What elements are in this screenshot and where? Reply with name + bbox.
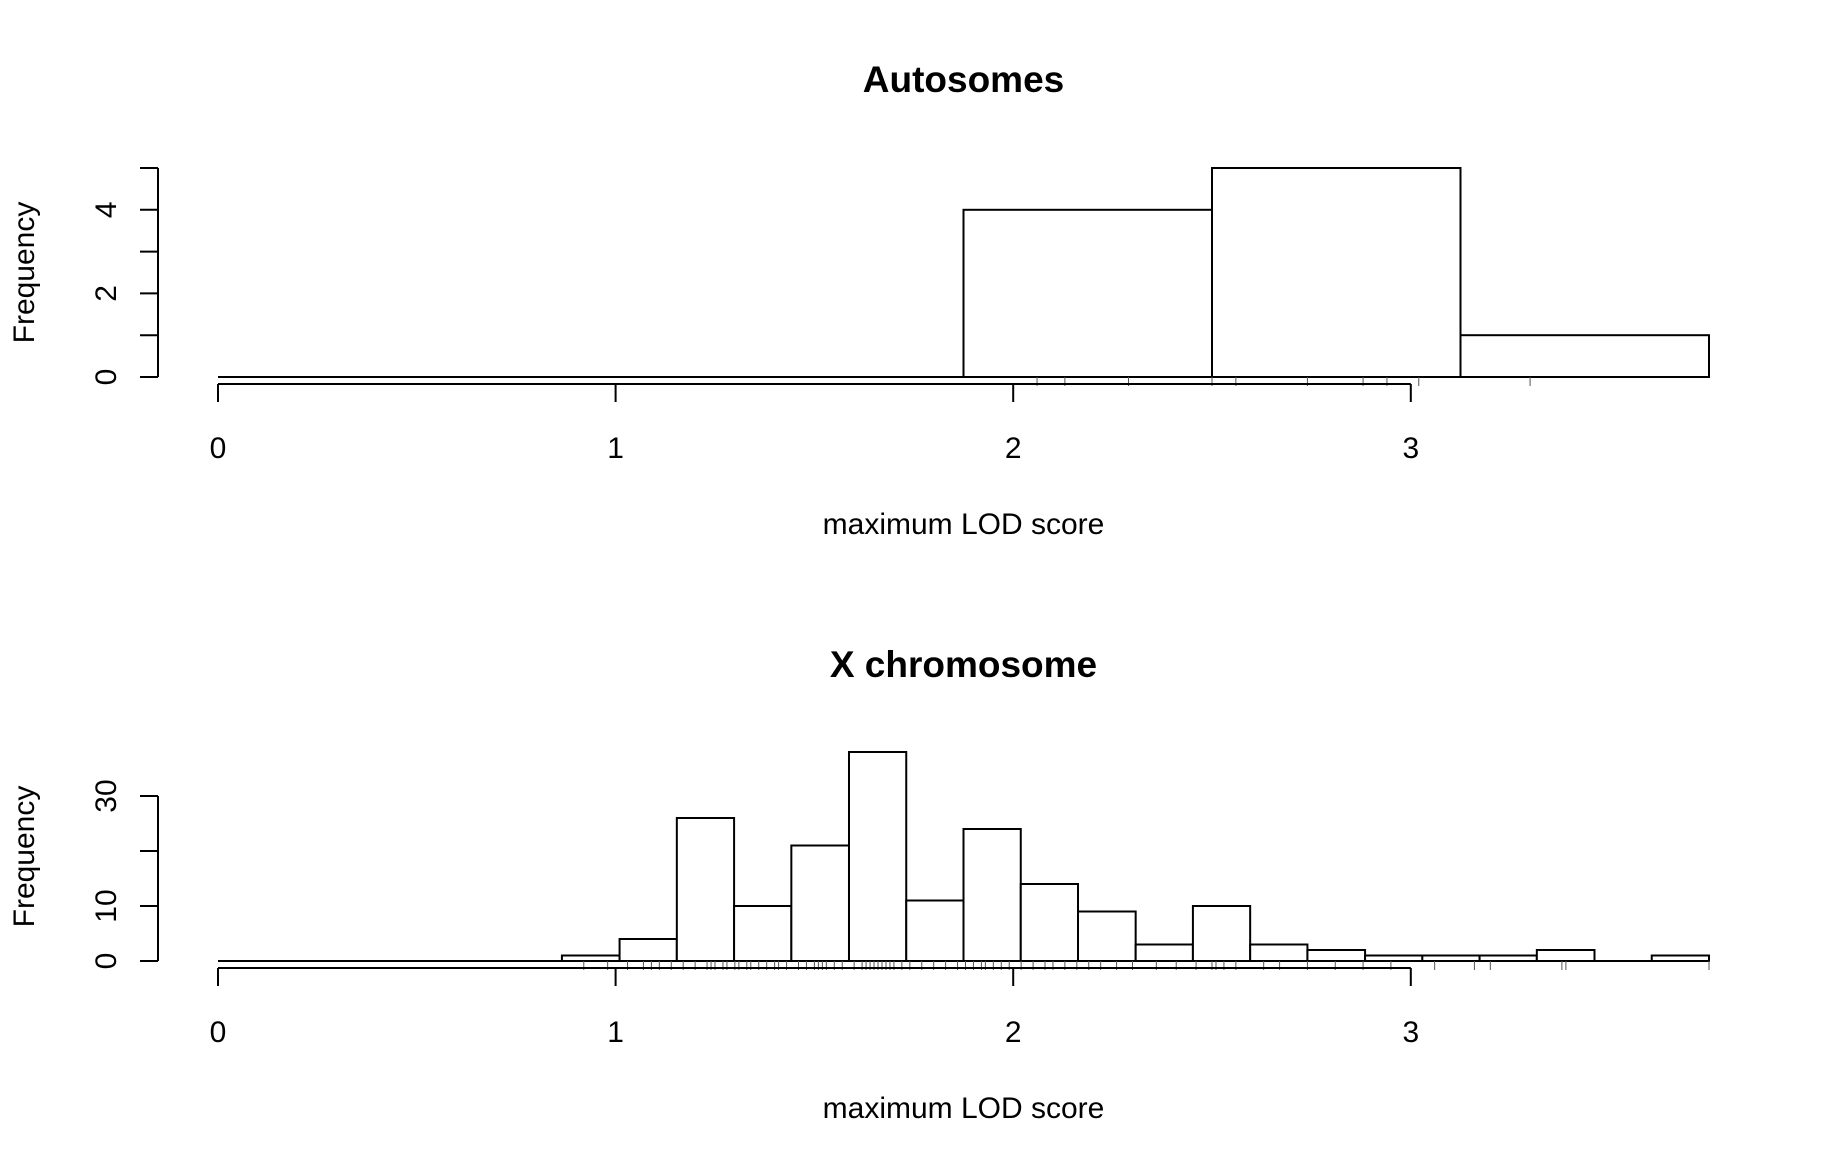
y-tick-label: 10 [90,889,123,922]
histogram-bar [790,844,850,962]
histogram-bar [962,208,1213,378]
x-tick-label: 1 [607,432,624,465]
x-axis-label: maximum LOD score [823,1092,1105,1125]
histogram-bar [962,828,1022,962]
x-tick-label: 3 [1402,432,1419,465]
y-tick-label: 2 [90,285,123,302]
histogram-bar [1134,943,1194,962]
y-tick-label: 0 [90,953,123,970]
x-tick-label: 2 [1005,432,1022,465]
histogram-bar [1077,910,1137,962]
histogram-bar [1249,943,1309,962]
chart-title: X chromosome [830,644,1097,685]
x-axis: 0 1 2 3 [210,383,1419,465]
histogram-bar [1421,954,1481,962]
y-tick-label: 30 [90,779,123,812]
histogram-bar [1191,905,1252,962]
x-tick-label: 2 [1005,1016,1022,1049]
histogram-bar [1306,949,1367,962]
y-tick-label: 0 [90,369,123,386]
histogram-bar [1535,949,1596,962]
x-tick-label: 0 [210,1016,227,1049]
y-axis-label: Frequency [8,786,41,928]
chart-title: Autosomes [863,59,1064,100]
histogram-bar [1019,883,1080,962]
histogram-bar [1211,167,1462,378]
y-tick-label: 4 [90,201,123,218]
x-axis: 0 1 2 3 [210,967,1419,1049]
y-axis: 0 10 30 [90,779,159,970]
histogram-bar [1364,954,1424,962]
histogram-bar [675,817,736,962]
rug-marks [1036,377,1531,386]
histogram-bar [1650,954,1711,962]
histogram-bar [905,899,965,962]
panel-x-chromosome: X chromosome 0 10 30 0 1 2 3 maximum LOD score Fr… [8,644,1711,1125]
histogram-bar [1478,954,1538,962]
histogram-bar [1459,334,1710,379]
y-axis-label: Frequency [8,202,41,344]
x-axis-label: maximum LOD score [823,508,1105,541]
histogram-bar [733,905,793,962]
panel-autosomes: Autosomes 0 2 4 0 1 2 3 maximum LOD score Frequen… [8,59,1710,541]
x-tick-label: 0 [210,432,227,465]
histogram-bar [560,954,621,962]
histogram-bar [847,751,908,962]
y-axis: 0 2 4 [90,167,159,386]
x-tick-label: 1 [607,1016,624,1049]
histogram-bar [618,938,678,962]
x-tick-label: 3 [1402,1016,1419,1049]
